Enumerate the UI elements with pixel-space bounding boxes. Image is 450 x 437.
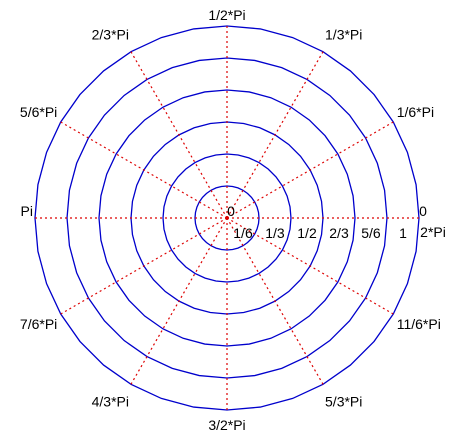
angle-label-2: 1/6*Pi: [397, 104, 434, 120]
grid-labels: 0 2*Pi 1/6*Pi 1/3*Pi 1/2*Pi 2/3*Pi 5/6*Pi Pi 7/6…: [20, 7, 446, 433]
angle-label-4: 1/2*Pi: [208, 7, 245, 23]
angle-label-3: 1/3*Pi: [325, 26, 362, 42]
spoke-11: [226, 217, 324, 385]
grid-circle-2: [162, 153, 292, 283]
grid-circle-1: [194, 185, 260, 251]
radius-label-1: 1/6: [233, 225, 253, 241]
angle-label-11: 5/3*Pi: [325, 394, 362, 410]
angle-label-10: 3/2*Pi: [208, 417, 245, 432]
radius-label-2: 1/3: [265, 225, 285, 241]
radius-label-5: 5/6: [361, 225, 381, 241]
grid-spokes: [35, 26, 419, 410]
spoke-2: [226, 121, 394, 219]
angle-label-12: 11/6*Pi: [397, 316, 441, 332]
spoke-6: [60, 121, 228, 219]
angle-label-2pi: 2*Pi: [420, 224, 446, 240]
grid-circle-5: [66, 57, 388, 379]
angle-label-8: 7/6*Pi: [20, 316, 57, 332]
angle-label-7: Pi: [21, 203, 33, 219]
grid-circle-4: [98, 89, 356, 347]
angle-label-9: 4/3*Pi: [92, 394, 129, 410]
spoke-9: [130, 217, 228, 385]
spoke-5: [130, 51, 228, 219]
radius-label-4: 2/3: [329, 225, 349, 241]
spoke-3: [226, 51, 324, 219]
angle-label-0: 0: [419, 203, 427, 219]
angle-label-6: 5/6*Pi: [20, 104, 57, 120]
spoke-12: [226, 217, 394, 315]
center-label: 0: [227, 203, 235, 219]
radius-label-6: 1: [399, 225, 407, 241]
radius-label-3: 1/2: [297, 225, 317, 241]
spoke-8: [60, 217, 228, 315]
angle-label-5: 2/3*Pi: [92, 26, 129, 42]
